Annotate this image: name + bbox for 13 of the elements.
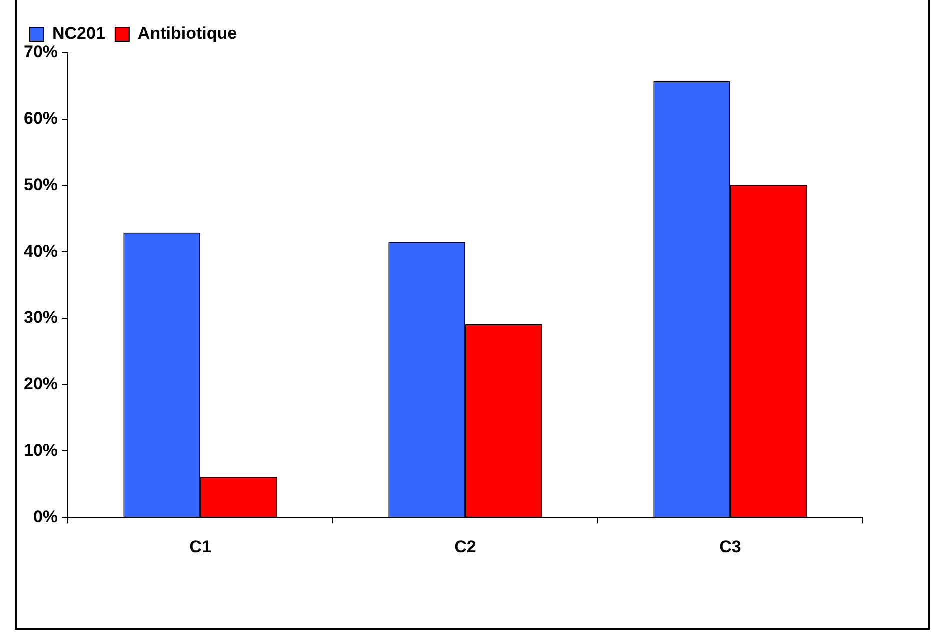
y-tick-label: 60% <box>24 109 58 128</box>
y-tick-label: 50% <box>24 175 58 194</box>
y-tick-label: 30% <box>24 308 58 328</box>
y-tick-label: 40% <box>24 242 58 261</box>
legend-label: Antibiotique <box>138 24 238 44</box>
x-tick-label: C1 <box>190 537 212 556</box>
y-tick-label: 70% <box>24 42 58 62</box>
x-tick-label: C3 <box>720 537 742 556</box>
x-tick-label: C2 <box>454 537 476 556</box>
y-tick-label: 20% <box>24 374 58 394</box>
y-tick-label: 0% <box>33 507 58 526</box>
y-tick-label: 10% <box>24 440 58 460</box>
legend-label: NC201 <box>52 24 106 44</box>
